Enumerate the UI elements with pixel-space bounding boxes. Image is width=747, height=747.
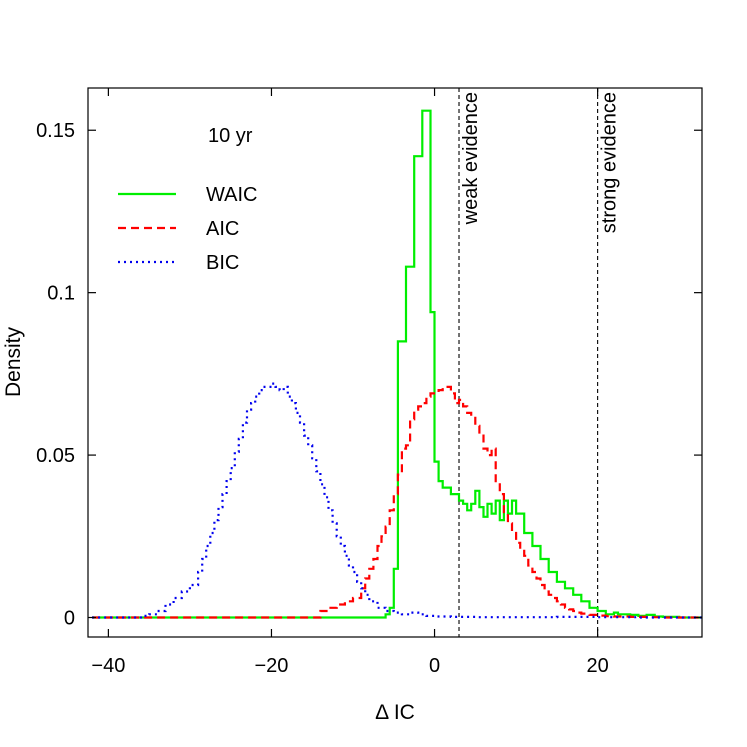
x-axis-title: Δ IC [375, 701, 415, 724]
y-tick-label: 0.1 [47, 283, 75, 305]
series-bic-line [92, 382, 702, 619]
y-axis: 0 0.05 0.1 0.15 [36, 120, 702, 630]
y-axis-title: Density [2, 326, 25, 397]
reference-line-label-1: weak evidence [460, 92, 482, 225]
reference-line-label-2: strong evidence [599, 92, 621, 233]
legend-label-bic: BIC [206, 252, 239, 274]
legend-label-aic: AIC [206, 218, 239, 240]
plot-frame [87, 87, 703, 638]
y-tick-label: 0.05 [36, 445, 75, 467]
series-layer [92, 109, 702, 619]
duration-annotation: 10 yr [208, 125, 253, 147]
legend: WAIC AIC BIC [118, 184, 257, 274]
x-tick-label: −20 [254, 655, 288, 677]
legend-label-waic: WAIC [206, 184, 257, 206]
y-tick-label: 0.15 [36, 120, 75, 142]
series-aic-line [92, 385, 702, 619]
x-tick-label: 20 [587, 655, 609, 677]
reference-lines: weak evidence strong evidence [458, 88, 621, 637]
series-waic-line [92, 109, 702, 619]
y-tick-label: 0 [64, 608, 75, 630]
x-tick-label: 0 [429, 655, 440, 677]
x-axis: −40 −20 0 20 [91, 88, 609, 677]
x-tick-label: −40 [91, 655, 125, 677]
